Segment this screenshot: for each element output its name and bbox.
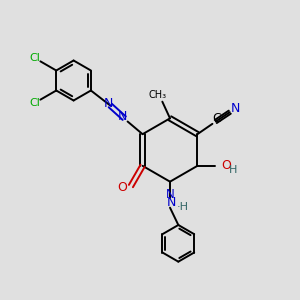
Text: N: N xyxy=(166,188,174,201)
Text: H: H xyxy=(229,165,237,175)
Text: N: N xyxy=(167,196,176,209)
Text: N: N xyxy=(231,102,240,115)
Text: O: O xyxy=(118,181,128,194)
Text: O: O xyxy=(221,159,231,172)
Text: N: N xyxy=(104,97,114,110)
Text: Cl: Cl xyxy=(30,53,40,63)
Text: CH₃: CH₃ xyxy=(148,90,166,100)
Text: N: N xyxy=(118,110,128,123)
Text: C: C xyxy=(213,112,221,125)
Text: Cl: Cl xyxy=(30,98,40,108)
Text: ·H: ·H xyxy=(177,202,189,212)
